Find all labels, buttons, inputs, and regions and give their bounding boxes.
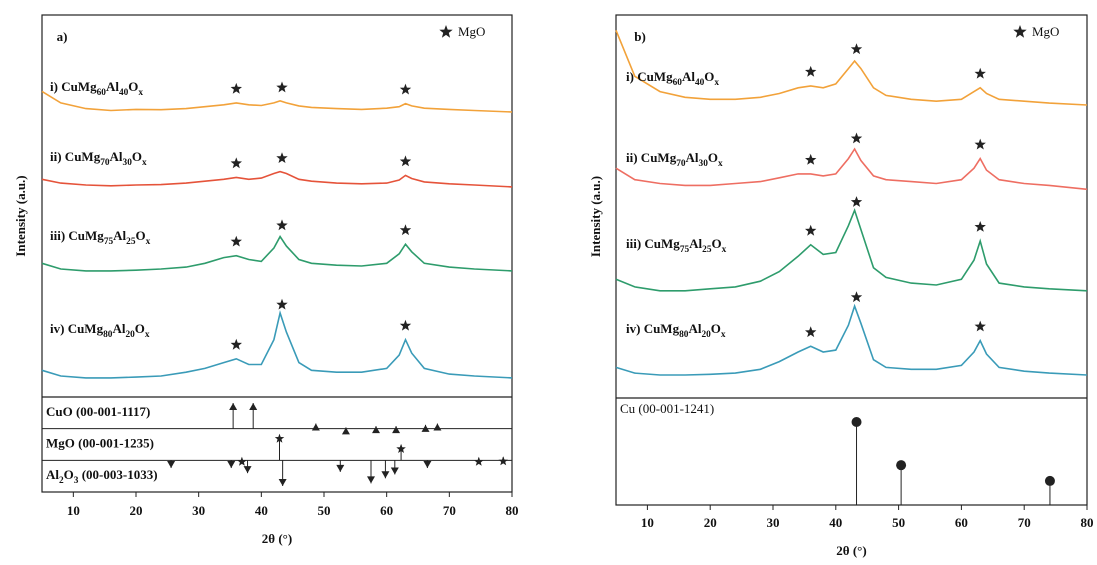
- peak-star: [851, 196, 862, 207]
- reference-marker: [367, 476, 375, 483]
- reference-label: Cu (00-001-1241): [620, 401, 714, 416]
- x-tick-label: 60: [955, 515, 968, 530]
- peak-star: [276, 152, 287, 163]
- x-tick-label: 30: [192, 503, 205, 518]
- figure: a) Intensity (a.u.) 2θ (°) 10 20 30 40 50 60 70 80…: [0, 0, 1097, 565]
- reference-marker: [381, 471, 389, 478]
- series-label: iv) CuMg80Al20Ox: [50, 321, 150, 340]
- reference-label: Al2O3 (00-003-1033): [46, 467, 158, 486]
- x-tick-label: 10: [641, 515, 654, 530]
- reference-marker: [1045, 476, 1055, 486]
- peak-star: [805, 154, 816, 165]
- x-axis-title: 2θ (°): [262, 531, 292, 546]
- peak-star: [975, 68, 986, 79]
- peak-star: [231, 339, 242, 350]
- plot-frame: [616, 15, 1087, 505]
- series-label: iv) CuMg80Al20Ox: [626, 321, 726, 340]
- x-tick-label: 20: [130, 503, 143, 518]
- peak-star: [231, 236, 242, 247]
- series-label: iii) CuMg75Al25Ox: [626, 236, 727, 255]
- peak-star: [975, 221, 986, 232]
- legend-marker: [1013, 25, 1026, 38]
- peak-star: [851, 291, 862, 302]
- peak-star: [805, 326, 816, 337]
- peak-star: [400, 155, 411, 166]
- reference-label: MgO (00-001-1235): [46, 435, 154, 450]
- peak-star: [276, 219, 287, 230]
- series-label: i) CuMg60Al40Ox: [50, 79, 143, 98]
- series-label: iii) CuMg75Al25Ox: [50, 228, 151, 247]
- peak-star: [805, 225, 816, 236]
- peak-star: [975, 139, 986, 150]
- peak-star: [975, 321, 986, 332]
- reference-marker: [896, 460, 906, 470]
- peak-star: [231, 157, 242, 168]
- reference-marker: [372, 426, 380, 433]
- reference-marker: [249, 403, 257, 410]
- reference-marker: [167, 461, 175, 468]
- reference-marker: [336, 465, 344, 472]
- reference-marker: [312, 424, 320, 431]
- trace: [616, 306, 1087, 375]
- x-tick-label: 60: [380, 503, 393, 518]
- peak-star: [851, 133, 862, 144]
- x-tick-label: 70: [1018, 515, 1031, 530]
- trace: [42, 91, 512, 112]
- reference-marker: [279, 479, 287, 486]
- series-label: ii) CuMg70Al30Ox: [626, 150, 723, 169]
- x-tick-label: 40: [255, 503, 268, 518]
- reference-marker: [474, 457, 484, 466]
- series-label: i) CuMg60Al40Ox: [626, 69, 719, 88]
- x-tick-label: 10: [67, 503, 80, 518]
- x-tick-label: 50: [892, 515, 905, 530]
- reference-marker: [229, 403, 237, 410]
- x-tick-label: 30: [767, 515, 780, 530]
- peak-star: [805, 66, 816, 77]
- x-tick-label: 40: [829, 515, 842, 530]
- y-axis-title: Intensity (a.u.): [588, 176, 603, 257]
- reference-marker: [423, 461, 431, 468]
- peak-star: [231, 83, 242, 94]
- x-tick-label: 80: [1081, 515, 1094, 530]
- panel-label: a): [57, 29, 68, 44]
- peak-star: [276, 82, 287, 93]
- reference-marker: [392, 426, 400, 433]
- series-label: ii) CuMg70Al30Ox: [50, 149, 147, 168]
- y-axis-title: Intensity (a.u.): [13, 175, 28, 256]
- reference-marker: [227, 461, 235, 468]
- x-tick-label: 70: [443, 503, 456, 518]
- trace: [42, 172, 512, 187]
- legend-label: MgO: [1032, 24, 1059, 39]
- x-tick-label: 50: [318, 503, 331, 518]
- reference-marker: [433, 424, 441, 431]
- peak-star: [276, 299, 287, 310]
- panel-label: b): [634, 29, 646, 44]
- reference-marker: [237, 457, 247, 466]
- x-tick-label: 80: [506, 503, 519, 518]
- legend-label: MgO: [458, 24, 485, 39]
- reference-marker: [852, 417, 862, 427]
- peak-star: [400, 320, 411, 331]
- x-tick-label: 20: [704, 515, 717, 530]
- peak-star: [400, 84, 411, 95]
- legend-marker: [439, 25, 452, 38]
- reference-marker: [391, 467, 399, 474]
- peak-star: [400, 224, 411, 235]
- x-axis-title: 2θ (°): [836, 543, 866, 558]
- page: {"chart_data": [ {"type": "line", "panel…: [0, 0, 1097, 565]
- reference-label: CuO (00-001-1117): [46, 404, 150, 419]
- trace: [616, 30, 1087, 105]
- peak-star: [851, 43, 862, 54]
- reference-marker: [244, 466, 252, 473]
